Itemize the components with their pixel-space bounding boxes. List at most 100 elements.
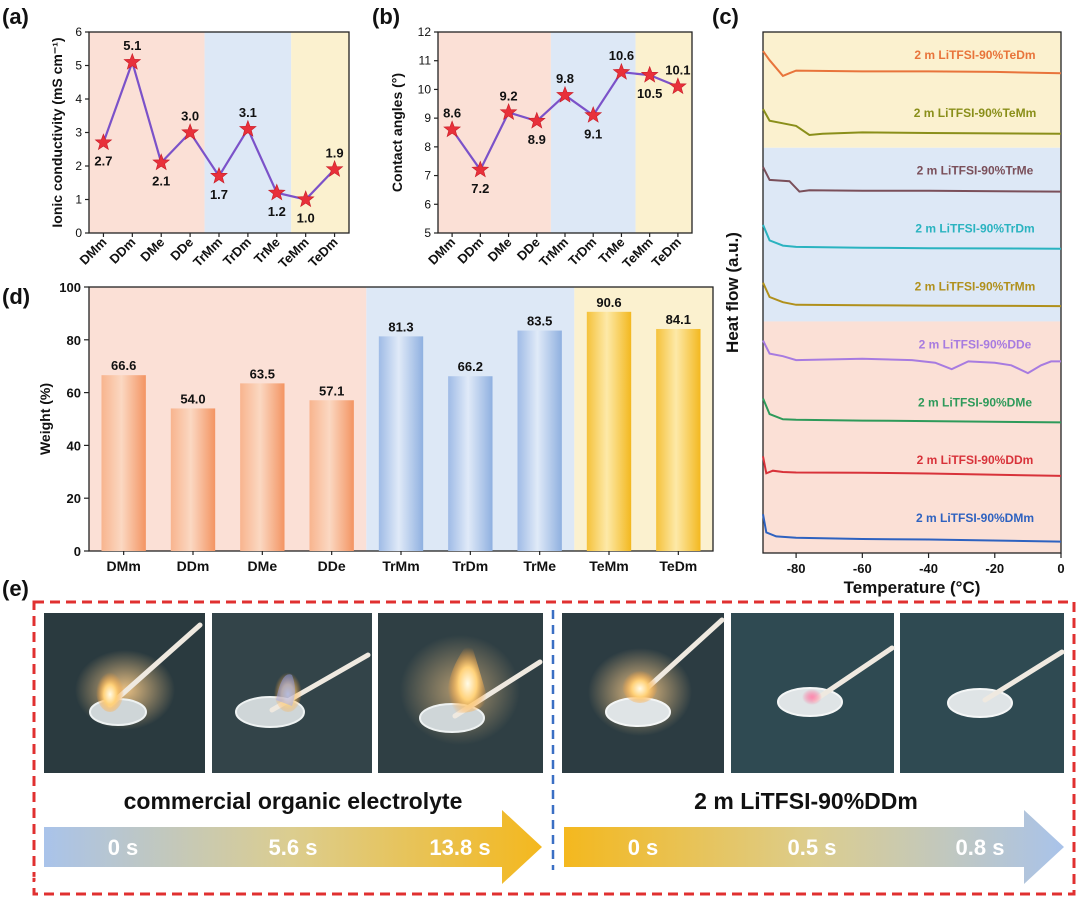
bar-value-label: 66.2 [458,359,483,374]
photo-commercial-0s [44,613,205,773]
bar-DMe [240,383,285,551]
data-label: 9.1 [584,126,602,141]
data-point [238,119,257,137]
bar-TeDm [656,328,701,551]
y-tick-label: 60 [67,386,81,401]
bar-TeMm [586,311,632,551]
bar-TrMe [517,330,562,551]
x-tick-label: DMe [137,235,167,265]
plot-frame [762,31,1062,554]
time-right-1: 0.5 s [788,835,837,860]
x-tick-label: DMm [107,558,141,574]
data-label: 8.6 [443,106,461,121]
chart-c-dsc-heat-flow: 2 m LiTFSI-90%TeDm 2 m LiTFSI-90%TeMm 2 m … [723,31,1065,597]
data-label: 2.7 [94,154,112,169]
x-tick-label: -80 [787,561,806,576]
y-tick-label: 10 [418,82,432,96]
y-tick-label: 3 [75,126,82,140]
y-tick-label: 2 [75,159,82,173]
dsc-curve [762,340,1061,375]
time-left-0: 0 s [108,835,139,860]
bar-DDm [170,408,216,551]
y-tick-label: 11 [419,54,432,68]
time-right-0: 0 s [628,835,659,860]
bar-value-label: 63.5 [250,366,275,381]
photo-commercial-13_8s [378,613,543,773]
x-tick-label: 0 [1057,561,1064,576]
dsc-curve [762,108,1062,137]
bar-DMm [101,375,146,551]
series-label: 2 m LiTFSI-90%TeMm [914,106,1036,120]
y-tick-label: 0 [74,544,81,559]
dsc-curve [762,514,1062,543]
data-label: 1.7 [210,187,228,202]
photo-commercial-5_6s [212,613,372,773]
x-tick-label: TeMm [275,235,311,271]
data-label: 10.1 [665,63,690,78]
y-axis-label: Weight (%) [37,383,53,455]
y-tick-label: 20 [67,491,81,506]
data-point [152,153,171,171]
x-tick-label: DMe [248,558,278,574]
time-left-2: 13.8 s [429,835,490,860]
data-label: 10.5 [637,86,662,101]
x-tick-label: TrMm [190,235,225,270]
panel-label-b: (b) [372,4,400,29]
series-label: 2 m LiTFSI-90%DMe [918,395,1032,409]
x-tick-label: DDe [318,558,346,574]
data-point [443,120,462,138]
x-tick-label: -60 [853,561,872,576]
x-tick-label: TeMm [619,235,655,271]
x-tick-label: -40 [919,561,938,576]
photo-ddm-0_5s [731,613,895,773]
data-point [123,52,142,70]
y-tick-label: 80 [67,333,81,348]
y-tick-label: 4 [75,92,82,106]
panel-label-d: (d) [2,284,30,309]
dsc-curve [762,282,1062,308]
data-label: 7.2 [471,181,489,196]
chart-d-weight-bars: 0 20 40 60 80 100 66.6 DMm 54.0 DDm 63.5 DMe 57.1 DDe… [37,280,714,574]
bar-value-label: 81.3 [388,319,413,334]
data-point [325,159,344,177]
data-point [527,111,546,129]
watermark-icon [9,870,27,888]
bar-value-label: 84.1 [666,312,691,327]
bar-TrDm [448,376,493,551]
data-point [296,190,315,208]
data-point [267,183,286,201]
bar-value-label: 90.6 [596,295,621,310]
x-tick-label: DDm [106,235,138,267]
x-tick-label: TrDm [452,558,488,574]
panel-e-flammability: commercial organic electrolyte 2 m LiTFS… [9,600,1076,896]
y-tick-label: 8 [424,140,431,154]
region-0 [438,32,551,233]
y-axis-label: Contact angles (°) [389,73,405,192]
y-axis-label: Heat flow (a.u.) [723,232,742,353]
data-label: 1.9 [326,145,344,160]
data-label: 9.2 [500,88,518,103]
panel-label-e: (e) [2,576,29,601]
x-tick-label: TeDm [659,558,697,574]
series-label: 2 m LiTFSI-90%DDe [919,337,1032,351]
data-point [612,62,631,80]
data-point [668,77,687,95]
data-label: 2.1 [152,174,170,189]
series-label: 2 m LiTFSI-90%TrMe [917,164,1034,178]
y-tick-label: 7 [424,169,431,183]
data-point [556,85,574,103]
photo-ddm-0_8s [900,613,1065,773]
panel-label-c: (c) [712,4,739,29]
data-label: 3.0 [181,109,199,124]
data-point [471,160,490,178]
dsc-curve [762,456,1062,477]
y-tick-label: 9 [424,111,431,125]
data-point [640,65,659,83]
data-label: 1.0 [297,211,315,226]
data-label: 3.1 [239,105,257,120]
caption-commercial: commercial organic electrolyte [124,788,463,814]
data-point [210,166,228,184]
panel-label-a: (a) [2,4,29,29]
